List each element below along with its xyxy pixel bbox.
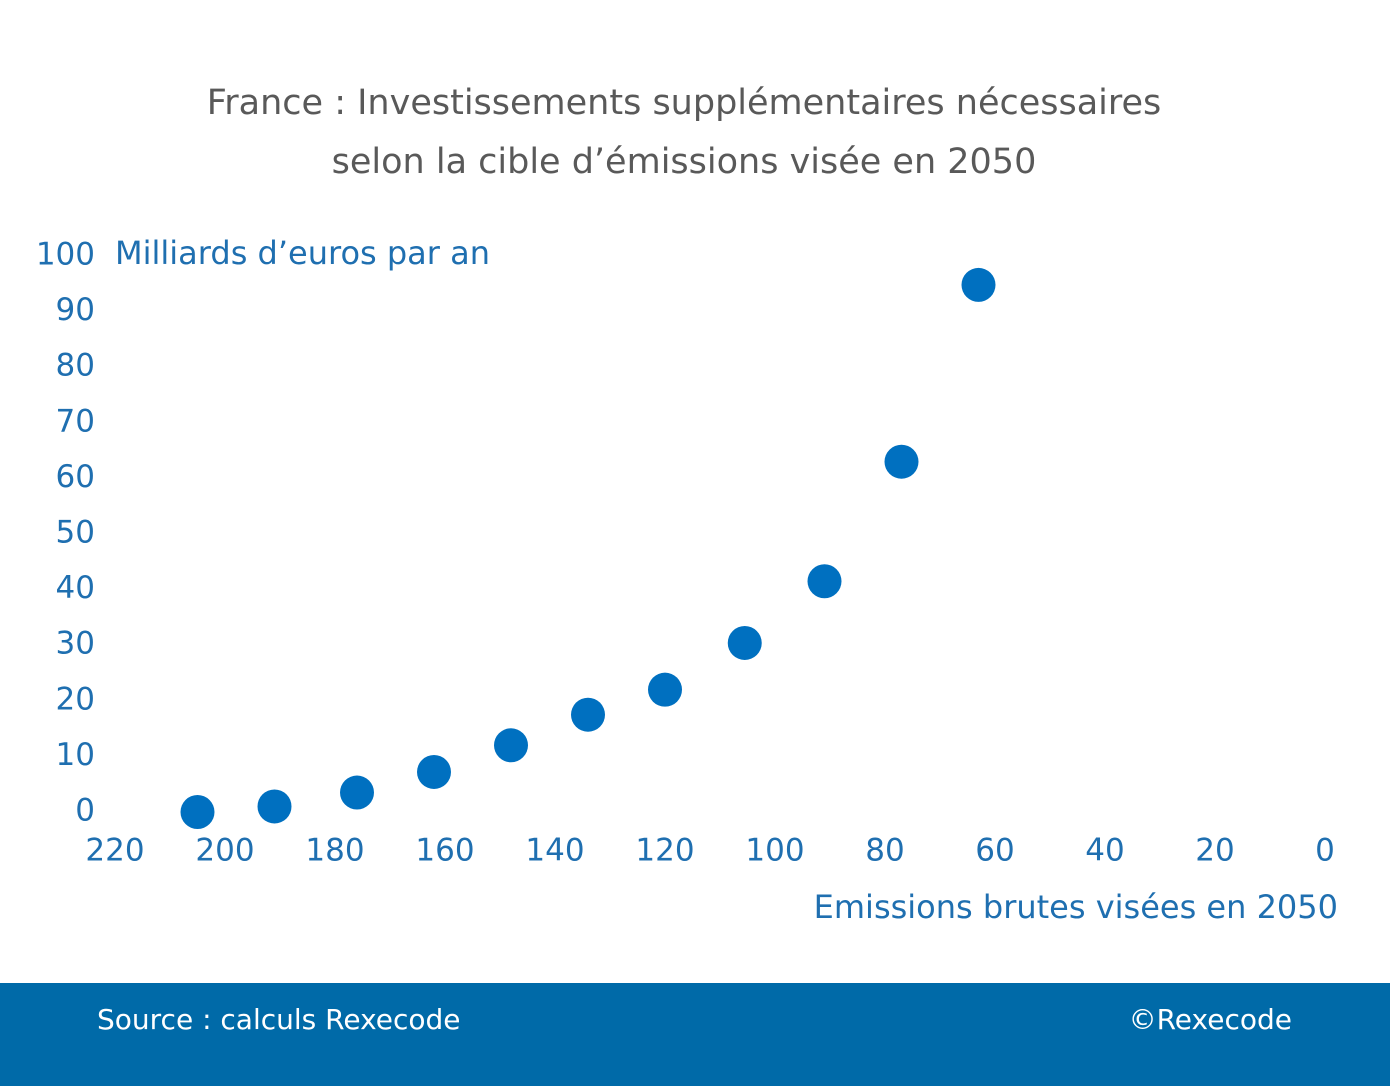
y-tick-label: 50: [56, 515, 95, 551]
y-tick-label: 60: [56, 459, 95, 495]
point: [648, 672, 682, 707]
y-tick-label: 80: [56, 348, 95, 384]
x-tick-label: 220: [85, 833, 144, 869]
y-tick-label: 100: [36, 237, 95, 273]
point: [884, 444, 919, 479]
point: [340, 775, 374, 810]
chart-title: selon la cible d’émissions visée en 2050: [332, 142, 1037, 182]
x-tick-label: 120: [635, 833, 694, 869]
x-tick-label: 200: [195, 833, 254, 869]
point: [727, 625, 762, 660]
x-tick-label: 60: [975, 833, 1014, 869]
x-tick-label: 160: [415, 833, 474, 869]
y-tick-label: 20: [56, 681, 95, 717]
x-axis-label: Emissions brutes visées en 2050: [814, 888, 1338, 926]
y-axis-label: Milliards d’euros par an: [115, 234, 490, 272]
x-tick-label: 140: [525, 833, 584, 869]
chart-title: France : Investissements supplémentaires…: [207, 83, 1162, 123]
point: [180, 795, 215, 829]
y-tick-label: 30: [56, 626, 95, 662]
y-tick-label: 70: [56, 403, 95, 439]
x-tick-label: 80: [865, 833, 904, 869]
y-tick-label: 90: [56, 292, 95, 328]
x-tick-label: 100: [745, 833, 804, 869]
y-tick-label: 10: [56, 737, 95, 773]
point: [961, 267, 996, 302]
x-tick-label: 20: [1195, 833, 1234, 869]
point: [417, 754, 451, 789]
x-tick-label: 0: [1315, 833, 1335, 869]
copyright: ©Rexecode: [1129, 1003, 1292, 1036]
y-tick-label: 0: [75, 793, 95, 829]
source: Source : calculs Rexecode: [97, 1003, 461, 1036]
y-tick-label: 40: [56, 570, 95, 606]
point: [807, 564, 842, 599]
x-tick-label: 180: [305, 833, 364, 869]
footer-band: [0, 983, 1390, 1086]
point: [571, 697, 605, 732]
x-tick-label: 40: [1085, 833, 1124, 869]
point: [257, 789, 292, 824]
point: [494, 728, 528, 763]
